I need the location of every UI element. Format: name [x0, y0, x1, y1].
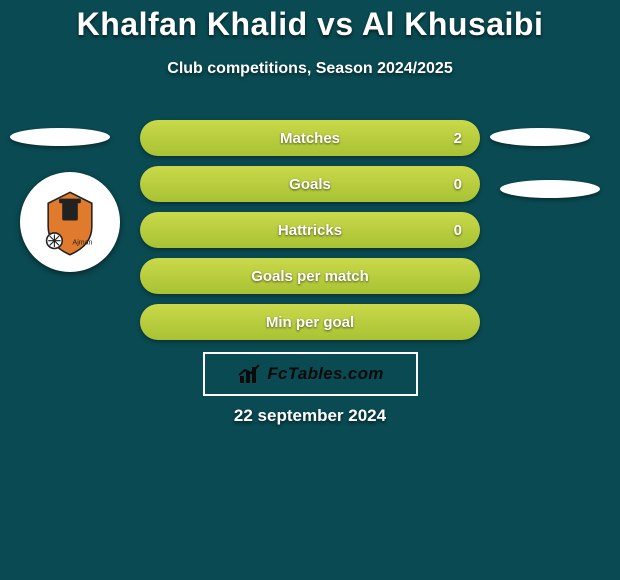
watermark-box: FcTables.com — [203, 352, 418, 396]
page-title: Khalfan Khalid vs Al Khusaibi — [0, 6, 620, 43]
stat-row-goals-per-match: Goals per match — [140, 258, 480, 294]
svg-text:Ajman: Ajman — [73, 240, 93, 247]
stat-label: Goals per match — [251, 268, 369, 285]
subtitle: Club competitions, Season 2024/2025 — [0, 60, 620, 78]
placeholder-ellipse-right-2 — [500, 180, 600, 198]
stat-value: 0 — [454, 166, 462, 202]
placeholder-ellipse-right-1 — [490, 128, 590, 146]
watermark-chart-icon — [237, 362, 261, 386]
stat-row-hattricks: Hattricks 0 — [140, 212, 480, 248]
stat-label: Matches — [280, 130, 340, 147]
stat-value: 0 — [454, 212, 462, 248]
club-badge-left: Ajman — [20, 172, 120, 272]
stat-row-min-per-goal: Min per goal — [140, 304, 480, 340]
stat-value: 2 — [454, 120, 462, 156]
stat-label: Min per goal — [266, 314, 354, 331]
stat-bars: Matches 2 Goals 0 Hattricks 0 Goals per … — [140, 120, 480, 350]
stat-label: Hattricks — [278, 222, 342, 239]
placeholder-ellipse-left — [10, 128, 110, 146]
date-text: 22 september 2024 — [0, 406, 620, 426]
stat-row-goals: Goals 0 — [140, 166, 480, 202]
stat-row-matches: Matches 2 — [140, 120, 480, 156]
watermark-text: FcTables.com — [267, 364, 383, 384]
club-badge-icon: Ajman — [31, 183, 109, 261]
stat-label: Goals — [289, 176, 331, 193]
